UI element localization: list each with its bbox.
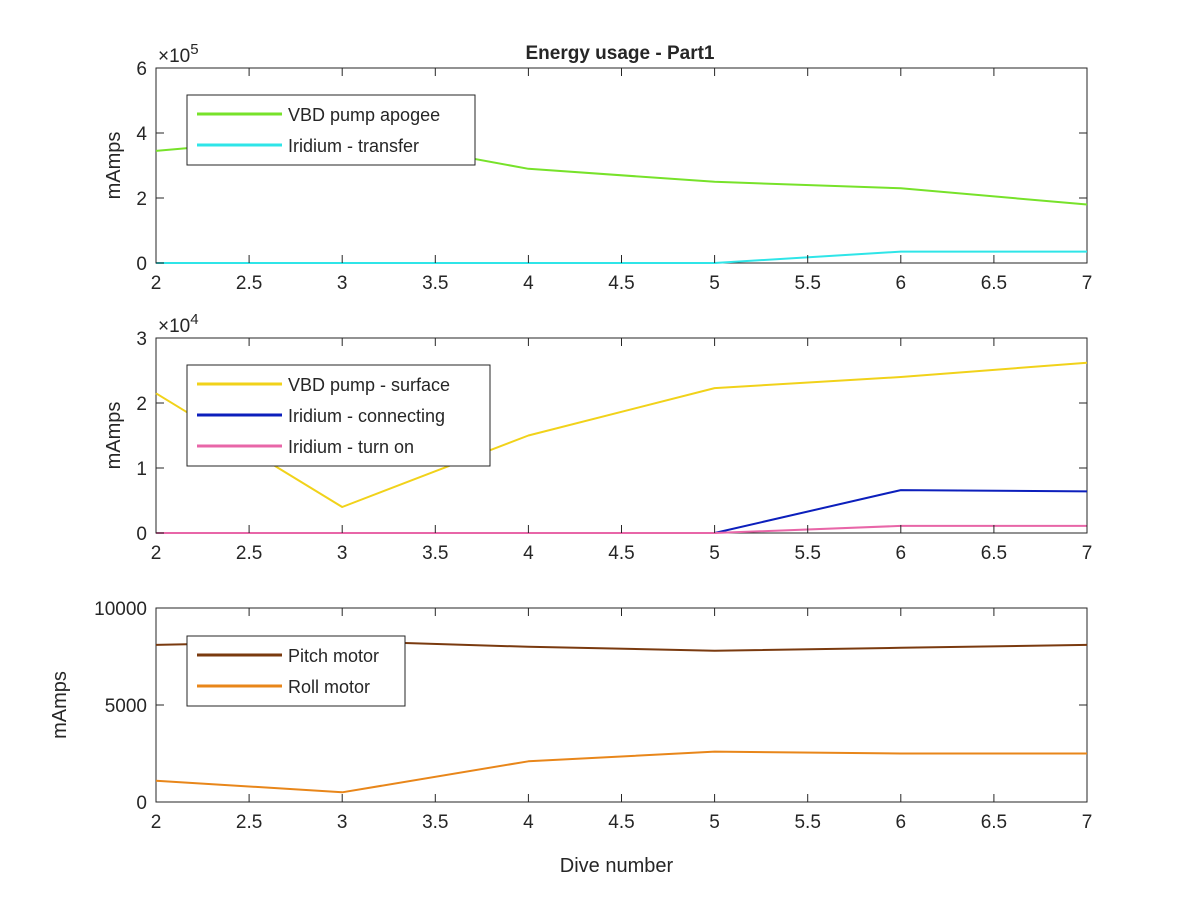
x-tick-label: 6.5 bbox=[981, 812, 1007, 833]
legend-entry: VBD pump apogee bbox=[288, 105, 440, 125]
x-tick-label: 6 bbox=[896, 273, 907, 294]
legend-box bbox=[186, 635, 406, 707]
legend-entry: Iridium - connecting bbox=[288, 406, 445, 426]
legend-entry: Iridium - transfer bbox=[288, 136, 419, 156]
legend: Pitch motor Roll motor bbox=[186, 635, 406, 707]
legend: VBD pump - surface Iridium - connecting Ir… bbox=[186, 364, 491, 467]
y-tick-label: 0 bbox=[136, 524, 147, 545]
x-tick-label: 5.5 bbox=[794, 812, 820, 833]
x-tick-label: 3 bbox=[337, 812, 348, 833]
x-tick-label: 4.5 bbox=[608, 273, 634, 294]
y-tick-label: 3 bbox=[136, 329, 147, 350]
x-tick-label: 5.5 bbox=[794, 543, 820, 564]
y-axis-label: mAmps bbox=[103, 132, 125, 200]
legend-entry: VBD pump - surface bbox=[288, 375, 450, 395]
series-line-1 bbox=[155, 361, 1088, 508]
y-tick-label: 1 bbox=[136, 459, 147, 480]
x-tick-label: 2.5 bbox=[236, 812, 262, 833]
y-tick-label: 5000 bbox=[105, 696, 147, 717]
y-exponent-label: ×104 bbox=[158, 311, 199, 337]
y-tick-label: 10000 bbox=[94, 599, 147, 620]
y-tick-label: 0 bbox=[136, 254, 147, 275]
x-tick-label: 3 bbox=[337, 543, 348, 564]
y-tick-label: 2 bbox=[136, 394, 147, 415]
x-tick-label: 4 bbox=[523, 812, 534, 833]
figure-title: Energy usage - Part1 bbox=[525, 43, 714, 64]
x-tick-label: 2 bbox=[151, 812, 162, 833]
y-exponent-label: ×105 bbox=[158, 41, 199, 67]
x-tick-label: 4.5 bbox=[608, 543, 634, 564]
y-axis-label: mAmps bbox=[49, 671, 71, 739]
x-tick-label: 7 bbox=[1082, 273, 1093, 294]
y-tick-label: 0 bbox=[136, 793, 147, 814]
y-tick-label: 2 bbox=[136, 189, 147, 210]
y-tick-label: 6 bbox=[136, 59, 147, 80]
x-tick-label: 4 bbox=[523, 273, 534, 294]
y-tick-label: 4 bbox=[136, 124, 147, 145]
legend: VBD pump apogee Iridium - transfer bbox=[186, 94, 476, 166]
x-tick-label: 6.5 bbox=[981, 273, 1007, 294]
subplot-3: 2 2.5 3 3.5 4 4.5 5 5.5 6 6.5 7 0 5000 10000 mAmps Dive… bbox=[49, 599, 1092, 877]
x-tick-label: 2.5 bbox=[236, 273, 262, 294]
legend-box bbox=[186, 94, 476, 166]
legend-entry: Roll motor bbox=[288, 677, 370, 697]
legend-entry: Iridium - turn on bbox=[288, 437, 414, 457]
x-tick-label: 2 bbox=[151, 273, 162, 294]
x-tick-label: 2 bbox=[151, 543, 162, 564]
x-tick-label: 7 bbox=[1082, 812, 1093, 833]
x-tick-label: 3.5 bbox=[422, 812, 448, 833]
x-tick-label: 7 bbox=[1082, 543, 1093, 564]
x-tick-label: 5.5 bbox=[794, 273, 820, 294]
x-tick-label: 3.5 bbox=[422, 543, 448, 564]
x-tick-label: 6 bbox=[896, 543, 907, 564]
x-tick-label: 5 bbox=[709, 543, 720, 564]
series-line-2 bbox=[155, 750, 1087, 794]
legend-entry: Pitch motor bbox=[288, 646, 379, 666]
x-tick-label: 5 bbox=[709, 273, 720, 294]
x-tick-label: 3 bbox=[337, 273, 348, 294]
x-tick-label: 4.5 bbox=[608, 812, 634, 833]
x-tick-label: 6 bbox=[896, 812, 907, 833]
x-tick-label: 6.5 bbox=[981, 543, 1007, 564]
x-tick-label: 3.5 bbox=[422, 273, 448, 294]
subplot-2: 2 2.5 3 3.5 4 4.5 5 5.5 6 6.5 7 0 1 2 3 ×104 mAmps VBD pu… bbox=[103, 311, 1092, 564]
x-tick-label: 4 bbox=[523, 543, 534, 564]
x-axis-label: Dive number bbox=[560, 855, 674, 877]
y-axis-label: mAmps bbox=[103, 402, 125, 470]
x-tick-label: 2.5 bbox=[236, 543, 262, 564]
x-tick-label: 5 bbox=[709, 812, 720, 833]
